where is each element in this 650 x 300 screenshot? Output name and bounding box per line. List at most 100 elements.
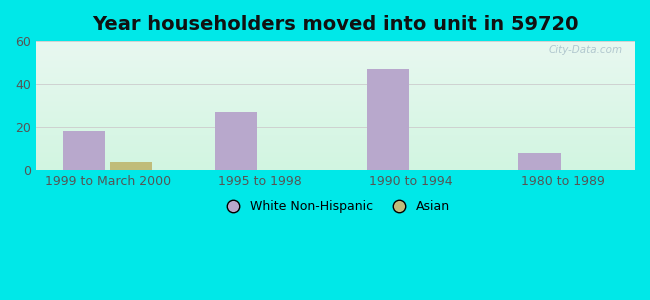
Bar bbox=[36, 73, 635, 74]
Bar bbox=[36, 114, 635, 115]
Bar bbox=[36, 158, 635, 159]
Bar bbox=[36, 85, 635, 86]
Bar bbox=[36, 153, 635, 154]
Bar bbox=[36, 48, 635, 49]
Bar bbox=[36, 69, 635, 70]
Bar bbox=[36, 130, 635, 131]
Bar bbox=[36, 147, 635, 148]
Bar bbox=[36, 122, 635, 123]
Bar bbox=[36, 119, 635, 120]
Bar bbox=[36, 75, 635, 76]
Bar bbox=[36, 77, 635, 78]
Bar bbox=[36, 107, 635, 108]
Bar bbox=[36, 149, 635, 150]
Bar bbox=[36, 168, 635, 169]
Bar bbox=[36, 129, 635, 130]
Bar bbox=[36, 101, 635, 102]
Bar bbox=[36, 43, 635, 44]
Bar bbox=[36, 148, 635, 149]
Bar bbox=[36, 110, 635, 111]
Bar bbox=[36, 117, 635, 118]
Bar bbox=[36, 87, 635, 88]
Legend: White Non-Hispanic, Asian: White Non-Hispanic, Asian bbox=[216, 195, 455, 218]
Bar bbox=[214, 112, 257, 170]
Title: Year householders moved into unit in 59720: Year householders moved into unit in 597… bbox=[92, 15, 578, 34]
Bar bbox=[36, 65, 635, 66]
Bar bbox=[36, 106, 635, 107]
Bar bbox=[36, 42, 635, 43]
Bar bbox=[36, 115, 635, 116]
Bar bbox=[36, 145, 635, 146]
Bar bbox=[36, 51, 635, 52]
Bar bbox=[36, 96, 635, 97]
Bar bbox=[36, 150, 635, 151]
Bar bbox=[36, 112, 635, 113]
Bar bbox=[36, 63, 635, 64]
Bar bbox=[36, 82, 635, 83]
Bar bbox=[36, 120, 635, 121]
Bar bbox=[36, 81, 635, 82]
Bar bbox=[36, 89, 635, 90]
Bar bbox=[36, 57, 635, 58]
Bar bbox=[36, 126, 635, 127]
Bar bbox=[36, 44, 635, 45]
Bar bbox=[36, 74, 635, 75]
Bar bbox=[36, 49, 635, 50]
Bar bbox=[36, 159, 635, 160]
Bar bbox=[36, 141, 635, 142]
Bar bbox=[36, 50, 635, 51]
Bar bbox=[36, 108, 635, 109]
Bar bbox=[36, 167, 635, 168]
Bar bbox=[36, 94, 635, 95]
Bar bbox=[36, 132, 635, 133]
Bar bbox=[36, 52, 635, 53]
Bar bbox=[36, 62, 635, 63]
Bar bbox=[36, 56, 635, 57]
Bar bbox=[36, 161, 635, 162]
Bar bbox=[36, 152, 635, 153]
Bar bbox=[36, 123, 635, 124]
Bar bbox=[36, 139, 635, 140]
Bar bbox=[36, 53, 635, 54]
Bar bbox=[36, 146, 635, 147]
Bar bbox=[36, 86, 635, 87]
Bar bbox=[36, 151, 635, 152]
Bar bbox=[36, 169, 635, 170]
Bar bbox=[36, 103, 635, 104]
Bar bbox=[36, 164, 635, 165]
Bar bbox=[36, 116, 635, 117]
Bar bbox=[36, 144, 635, 145]
Bar bbox=[36, 105, 635, 106]
Bar bbox=[36, 72, 635, 73]
Bar bbox=[36, 102, 635, 103]
Bar bbox=[36, 137, 635, 138]
Bar bbox=[36, 47, 635, 48]
Bar bbox=[36, 156, 635, 157]
Bar bbox=[36, 165, 635, 166]
Bar bbox=[367, 69, 409, 170]
Bar bbox=[36, 135, 635, 136]
Bar bbox=[36, 60, 635, 61]
Bar bbox=[36, 99, 635, 100]
Bar bbox=[36, 70, 635, 71]
Bar bbox=[36, 45, 635, 46]
Bar bbox=[36, 93, 635, 94]
Bar bbox=[110, 162, 152, 170]
Bar bbox=[36, 142, 635, 143]
Bar bbox=[36, 113, 635, 114]
Bar bbox=[36, 88, 635, 89]
Bar bbox=[36, 154, 635, 155]
Bar bbox=[36, 124, 635, 125]
Bar bbox=[36, 41, 635, 42]
Bar bbox=[36, 64, 635, 65]
Bar bbox=[36, 97, 635, 98]
Bar bbox=[36, 66, 635, 67]
Bar bbox=[36, 78, 635, 79]
Bar bbox=[36, 136, 635, 137]
Bar bbox=[36, 138, 635, 139]
Bar bbox=[36, 80, 635, 81]
Bar bbox=[36, 98, 635, 99]
Bar bbox=[36, 90, 635, 91]
Bar bbox=[36, 131, 635, 132]
Bar bbox=[36, 100, 635, 101]
